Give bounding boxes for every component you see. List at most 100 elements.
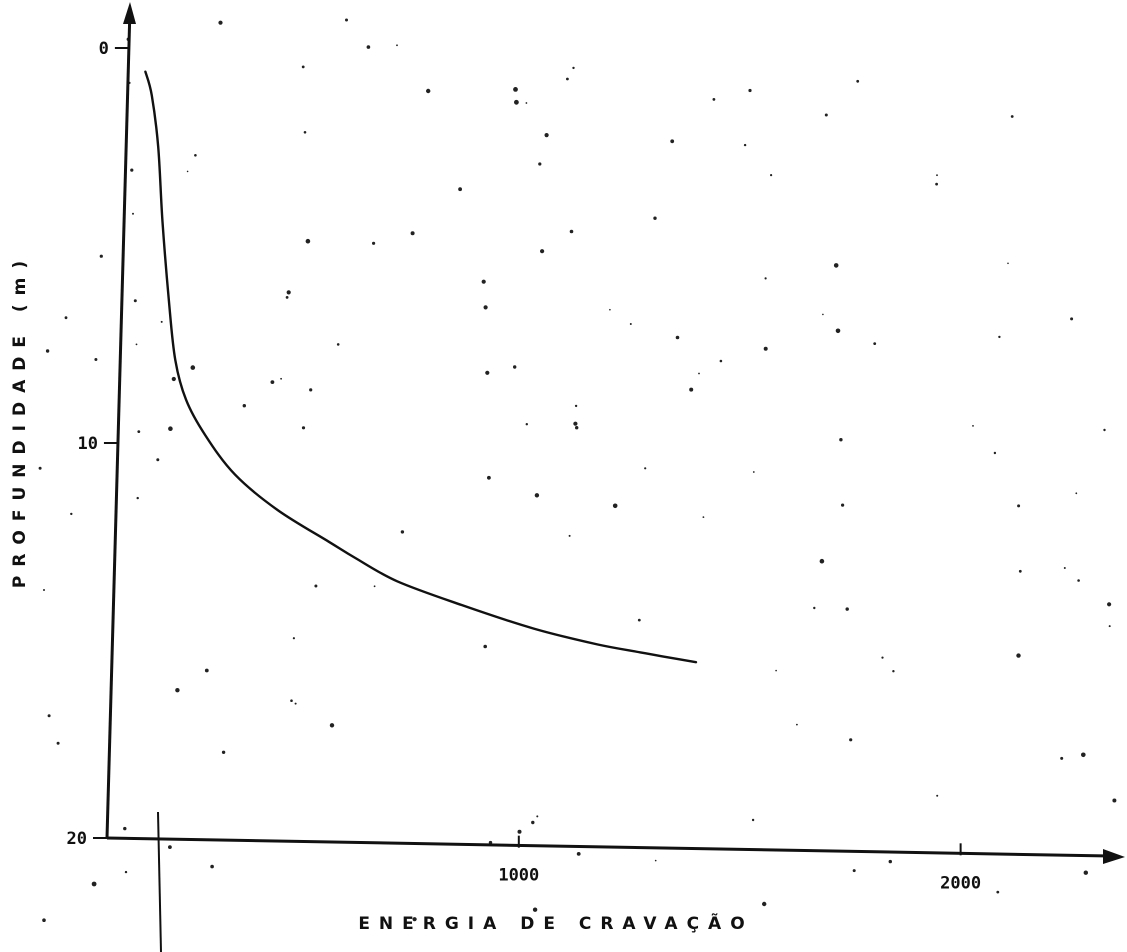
scan-speck <box>644 467 647 470</box>
scan-speck <box>168 845 172 849</box>
scan-speck <box>575 426 579 430</box>
scan-speck <box>513 87 518 92</box>
y-tick-label-2: 20 <box>67 829 87 849</box>
y-tick-label-0: 0 <box>99 39 109 59</box>
scan-speck <box>540 249 545 254</box>
scan-speck <box>525 423 528 426</box>
scan-speck <box>752 471 755 473</box>
scan-speck <box>373 585 376 588</box>
scan-speck <box>1103 428 1106 432</box>
scan-speck <box>133 299 137 303</box>
scan-speck <box>637 618 641 622</box>
scan-speck <box>42 918 46 922</box>
scan-speck <box>242 404 246 408</box>
scan-speck <box>1010 115 1014 118</box>
scan-speck <box>574 404 578 408</box>
scan-speck <box>712 98 716 101</box>
scan-speck <box>852 869 856 873</box>
scan-speck <box>1017 504 1021 508</box>
y-axis-arrowhead <box>123 2 136 24</box>
scan-speck <box>137 430 141 433</box>
series-group <box>144 70 698 664</box>
scan-speck <box>64 316 68 320</box>
x-tick-label-0: 1000 <box>498 866 539 886</box>
scan-speck <box>123 826 127 831</box>
scan-speck <box>513 365 517 369</box>
scan-speck <box>525 102 528 104</box>
x-tick-label-1: 2000 <box>940 873 981 893</box>
scan-speck <box>888 859 892 864</box>
scan-speck <box>301 426 306 430</box>
scan-speck <box>1007 262 1009 265</box>
scan-speck <box>280 377 282 380</box>
scan-speck <box>45 349 50 353</box>
scan-speck <box>702 516 705 518</box>
scan-speck <box>303 131 307 134</box>
scan-speck <box>998 335 1001 339</box>
scan-speck <box>43 589 45 591</box>
scan-speck <box>309 388 313 392</box>
y-axis-title: PROFUNDIDADE (m) <box>10 252 30 588</box>
scan-speck <box>56 741 60 745</box>
scan-speck <box>775 669 777 672</box>
scan-speck <box>412 917 417 922</box>
scan-speck <box>675 335 680 340</box>
scan-speck <box>221 750 226 754</box>
scan-speck <box>572 66 575 70</box>
scan-speck <box>612 503 618 509</box>
scan-speck <box>1016 653 1021 658</box>
scan-speck <box>748 88 752 93</box>
y-ticks: 0 10 20 <box>67 39 130 849</box>
y-tick-label-1: 10 <box>77 434 97 454</box>
scan-speck <box>517 829 522 834</box>
scan-speck <box>568 534 571 537</box>
scan-speck <box>532 907 538 912</box>
scan-speck <box>1077 579 1080 582</box>
scan-speck <box>813 606 816 610</box>
scan-speck <box>514 99 519 105</box>
scan-speck <box>1107 602 1112 607</box>
scan-speck <box>534 493 540 498</box>
scan-speck <box>1083 870 1089 875</box>
axes <box>105 2 1125 952</box>
scan-speck <box>873 342 877 345</box>
scan-speck <box>936 794 939 797</box>
scan-speck <box>796 723 798 726</box>
scan-speck <box>156 458 160 462</box>
scan-speck <box>485 370 490 375</box>
scan-speck <box>819 558 825 564</box>
scan-speck <box>286 290 291 295</box>
scan-speck <box>1081 752 1086 758</box>
scan-speck <box>210 864 214 869</box>
scan-speck <box>285 296 289 299</box>
scan-speck <box>329 723 335 728</box>
scan-speck <box>824 113 828 117</box>
scan-speck <box>204 668 209 673</box>
scan-speck <box>270 380 275 384</box>
scan-speck <box>841 503 845 507</box>
scan-speck <box>292 637 295 640</box>
scan-speck <box>130 168 134 172</box>
scan-speck <box>751 818 755 822</box>
scan-speck <box>400 530 405 534</box>
scan-speck <box>1070 317 1074 321</box>
scan-speck <box>538 162 542 166</box>
scan-speck <box>38 466 42 470</box>
scan-speck <box>487 475 491 480</box>
scan-speck <box>175 688 180 693</box>
scan-speck <box>762 901 767 907</box>
scan-speck <box>483 644 488 649</box>
scan-speck <box>763 346 768 351</box>
scan-speck <box>194 154 197 157</box>
scan-speck <box>70 512 73 516</box>
scan-speck <box>993 451 997 455</box>
y-axis-line <box>105 7 132 839</box>
scan-speck <box>1063 567 1066 569</box>
scan-speck <box>426 88 431 94</box>
scan-speck <box>839 438 843 442</box>
scan-speck <box>881 656 884 659</box>
scan-speck <box>396 44 398 47</box>
scan-speck <box>1075 492 1078 495</box>
scan-speck <box>576 852 581 856</box>
scan-speck <box>366 45 371 49</box>
